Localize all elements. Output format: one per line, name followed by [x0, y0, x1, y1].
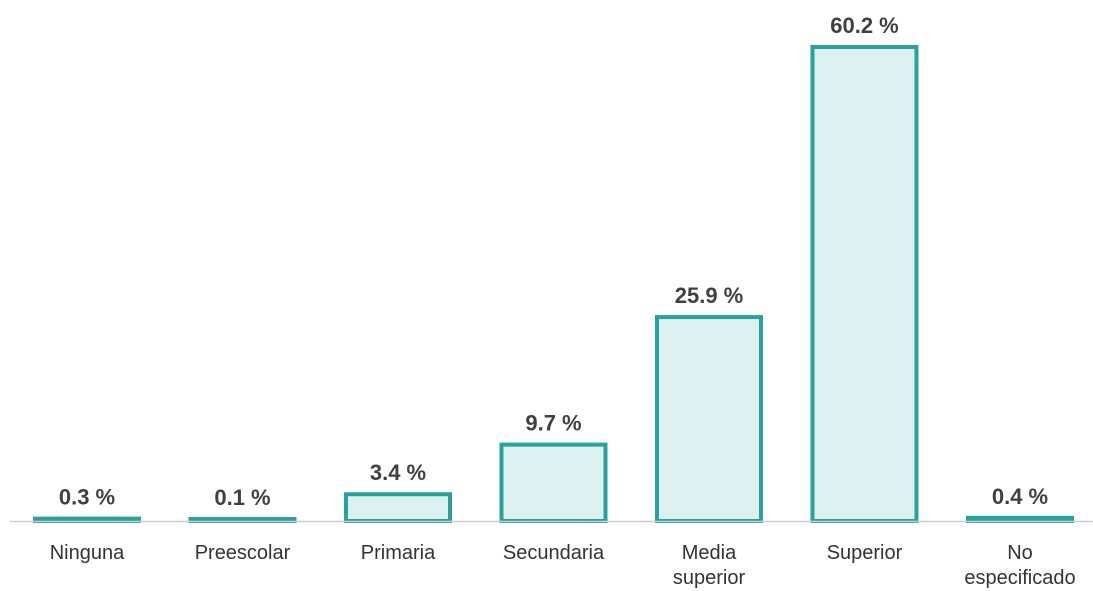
category-label-line: No: [1007, 542, 1033, 564]
category-label-line: especificado: [964, 567, 1075, 589]
value-label-0: 0.3 %: [59, 485, 115, 510]
bars-group: [33, 45, 1074, 524]
category-label-6: No especificado: [964, 542, 1075, 589]
value-label-6: 0.4 %: [992, 484, 1048, 509]
bar-6: [966, 515, 1074, 524]
category-label-5: Superior: [827, 542, 903, 564]
category-label-2: Primaria: [361, 542, 436, 564]
bar-5: [810, 45, 919, 523]
category-label-3: Secundaria: [503, 542, 605, 564]
value-label-5: 60.2 %: [830, 13, 899, 38]
value-label-1: 0.1 %: [214, 485, 270, 510]
category-label-line: Superior: [827, 542, 903, 564]
value-label-4: 25.9 %: [675, 283, 744, 308]
value-labels-group: 0.3 % 0.1 % 3.4 % 9.7 % 25.9 % 60.2 % 0.4 %: [59, 13, 1048, 510]
category-label-line: Secundaria: [503, 542, 605, 564]
value-label-2: 3.4 %: [370, 460, 426, 485]
category-label-line: Media: [682, 542, 737, 564]
category-label-line: superior: [673, 567, 746, 589]
category-label-4: Media superior: [673, 542, 746, 589]
value-label-3: 9.7 %: [525, 411, 581, 436]
category-label-line: Preescolar: [195, 542, 291, 564]
bar-4: [655, 315, 763, 523]
bar-2: [344, 492, 452, 524]
bar-0: [33, 516, 141, 524]
category-label-line: Primaria: [361, 542, 436, 564]
bar-1: [188, 517, 297, 523]
category-label-line: Ninguna: [50, 542, 125, 564]
category-label-0: Ninguna: [50, 542, 125, 564]
category-label-1: Preescolar: [195, 542, 291, 564]
category-labels-group: Ninguna Preescolar Primaria Secundaria Media…: [50, 542, 1076, 589]
bar-3: [499, 442, 608, 523]
